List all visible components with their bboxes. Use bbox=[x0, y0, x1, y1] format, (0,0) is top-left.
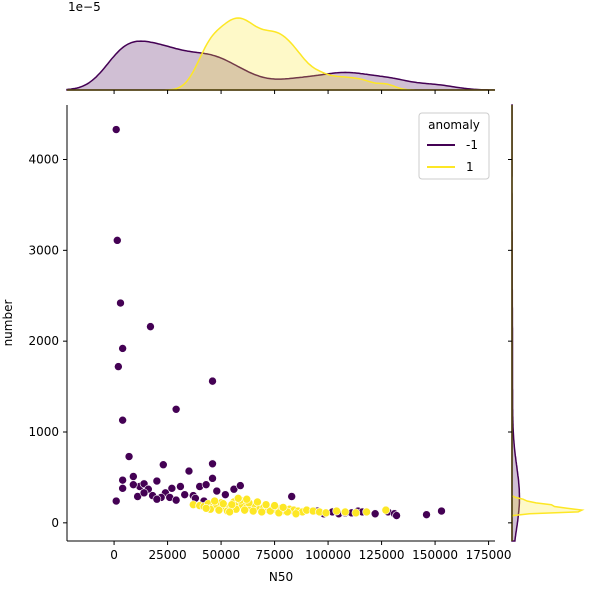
point-anomaly-neg1 bbox=[129, 472, 138, 481]
point-anomaly-neg1 bbox=[159, 460, 168, 470]
x-tick-label: 175000 bbox=[466, 548, 512, 562]
point-anomaly-neg1 bbox=[112, 236, 122, 245]
x-tick-label: 50000 bbox=[202, 548, 240, 562]
x-tick-label: 75000 bbox=[255, 548, 293, 562]
point-anomaly-neg1 bbox=[184, 466, 194, 476]
x-tick-label: 25000 bbox=[148, 548, 186, 562]
point-anomaly-neg1 bbox=[111, 125, 121, 134]
point-anomaly-1 bbox=[227, 500, 237, 509]
point-anomaly-1 bbox=[291, 509, 301, 519]
point-anomaly-neg1 bbox=[171, 495, 181, 505]
point-anomaly-neg1 bbox=[111, 496, 121, 506]
point-anomaly-1 bbox=[270, 501, 279, 510]
point-anomaly-neg1 bbox=[221, 490, 230, 499]
y-axis-label: number bbox=[1, 300, 15, 347]
point-anomaly-1 bbox=[381, 505, 391, 515]
point-anomaly-1 bbox=[218, 499, 228, 509]
y-axis-ticks: 0 1000 2000 3000 4000 bbox=[28, 153, 67, 530]
y-tick-label: 3000 bbox=[28, 243, 59, 257]
y-tick-label: 2000 bbox=[28, 334, 59, 348]
top-marginal-kde: 1e−5 bbox=[66, 0, 496, 94]
right-marginal-kde bbox=[508, 104, 585, 542]
point-anomaly-1 bbox=[362, 507, 371, 517]
point-anomaly-neg1 bbox=[180, 490, 189, 499]
point-anomaly-neg1 bbox=[208, 459, 217, 469]
point-anomaly-neg1 bbox=[152, 494, 162, 504]
legend-label-1: 1 bbox=[466, 160, 474, 174]
point-anomaly-neg1 bbox=[208, 376, 217, 386]
point-anomaly-1 bbox=[225, 507, 234, 517]
point-anomaly-neg1 bbox=[139, 488, 149, 498]
point-anomaly-neg1 bbox=[124, 452, 134, 461]
point-anomaly-neg1 bbox=[167, 484, 177, 493]
point-anomaly-1 bbox=[332, 506, 341, 516]
point-anomaly-neg1 bbox=[114, 362, 123, 371]
point-anomaly-neg1 bbox=[171, 404, 181, 414]
point-anomaly-1 bbox=[261, 500, 271, 509]
point-anomaly-neg1 bbox=[229, 484, 239, 494]
point-anomaly-1 bbox=[257, 507, 267, 517]
point-anomaly-neg1 bbox=[129, 480, 138, 489]
y-tick-label: 0 bbox=[51, 516, 59, 530]
legend: anomaly -1 1 bbox=[418, 112, 490, 180]
point-anomaly-neg1 bbox=[118, 344, 127, 353]
top-marginal-scale-label: 1e−5 bbox=[68, 0, 101, 14]
point-anomaly-neg1 bbox=[176, 482, 185, 491]
point-anomaly-1 bbox=[351, 508, 361, 518]
x-tick-label: 0 bbox=[110, 548, 118, 562]
point-anomaly-1 bbox=[210, 496, 219, 506]
point-anomaly-neg1 bbox=[212, 486, 222, 496]
point-anomaly-neg1 bbox=[116, 298, 125, 308]
x-tick-label: 150000 bbox=[412, 548, 458, 562]
scatter-points bbox=[111, 125, 446, 520]
point-anomaly-neg1 bbox=[236, 481, 245, 490]
point-anomaly-neg1 bbox=[392, 511, 401, 520]
main-axes: 0 25000 50000 75000 100000 125000 150000 175000… bbox=[1, 105, 511, 584]
right-kde-anomaly-neg1 bbox=[511, 104, 521, 542]
point-anomaly-1 bbox=[340, 507, 350, 517]
point-anomaly-neg1 bbox=[370, 509, 380, 519]
point-anomaly-1 bbox=[242, 494, 252, 504]
y-tick-label: 1000 bbox=[28, 425, 59, 439]
right-kde-anomaly-1 bbox=[511, 105, 585, 541]
point-anomaly-neg1 bbox=[287, 492, 297, 501]
right-marginal-ticks bbox=[508, 159, 512, 524]
point-anomaly-neg1 bbox=[201, 480, 211, 489]
x-axis-ticks: 0 25000 50000 75000 100000 125000 150000 175000 bbox=[110, 541, 511, 562]
legend-label-neg1: -1 bbox=[466, 138, 478, 152]
x-axis-label: N50 bbox=[269, 570, 293, 584]
point-anomaly-neg1 bbox=[118, 475, 127, 485]
point-anomaly-neg1 bbox=[437, 506, 446, 516]
y-tick-label: 4000 bbox=[28, 153, 59, 167]
point-anomaly-1 bbox=[321, 508, 331, 518]
point-anomaly-neg1 bbox=[152, 476, 162, 486]
point-anomaly-1 bbox=[233, 494, 243, 503]
point-anomaly-1 bbox=[201, 503, 211, 513]
point-anomaly-neg1 bbox=[118, 484, 127, 493]
point-anomaly-1 bbox=[278, 503, 288, 512]
legend-title: anomaly bbox=[428, 118, 480, 132]
top-kde-anomaly-neg1 bbox=[66, 40, 496, 91]
top-marginal-ticks bbox=[113, 90, 490, 94]
x-tick-label: 125000 bbox=[359, 548, 405, 562]
point-anomaly-neg1 bbox=[208, 474, 217, 483]
point-anomaly-1 bbox=[253, 497, 262, 507]
point-anomaly-1 bbox=[214, 505, 224, 515]
point-anomaly-1 bbox=[248, 506, 258, 516]
x-tick-label: 100000 bbox=[305, 548, 351, 562]
point-anomaly-1 bbox=[240, 505, 249, 515]
point-anomaly-neg1 bbox=[133, 492, 142, 501]
point-anomaly-neg1 bbox=[118, 415, 127, 425]
point-anomaly-neg1 bbox=[422, 510, 431, 519]
point-anomaly-neg1 bbox=[146, 322, 155, 331]
